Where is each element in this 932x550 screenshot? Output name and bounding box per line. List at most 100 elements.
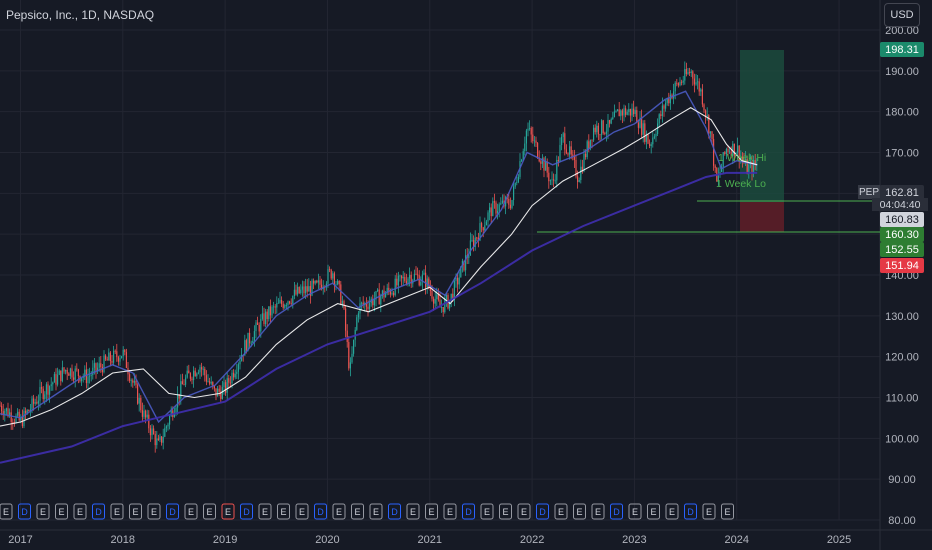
earnings-marker (425, 503, 438, 520)
candle-body (359, 303, 361, 314)
long-position-stop-zone[interactable] (740, 202, 784, 232)
candle-body (265, 311, 267, 324)
candle-body (661, 105, 663, 116)
candle-body (201, 367, 203, 370)
candle-body (65, 369, 67, 372)
candle-body (353, 339, 355, 354)
candle-body (386, 287, 388, 294)
candle-body (628, 108, 630, 112)
dividend-marker (684, 503, 697, 520)
candle-body (111, 360, 113, 363)
chart-title: Pepsico, Inc., 1D, NASDAQ (6, 8, 155, 22)
earnings-marker (295, 503, 309, 520)
candle-body (471, 240, 473, 241)
candle-body (657, 123, 659, 135)
candle-body (541, 158, 543, 164)
candle-body (234, 373, 236, 378)
candle-body (677, 83, 679, 86)
candle-body (599, 134, 601, 136)
candle-body (170, 410, 172, 417)
candle-body (109, 352, 111, 361)
candle-body (300, 289, 302, 294)
event-marker-label: E (632, 507, 638, 517)
candle-body (186, 370, 188, 378)
candle-body (212, 381, 214, 386)
candle-body (633, 108, 635, 114)
candle-body (95, 363, 97, 371)
candle-body (697, 81, 699, 83)
earnings-marker (110, 503, 124, 520)
earnings-marker (221, 503, 235, 520)
earnings-marker (55, 503, 68, 520)
candle-body (301, 286, 303, 290)
candle-body (15, 415, 17, 423)
y-tick-label: 190.00 (885, 66, 919, 78)
candle-body (500, 203, 502, 205)
candle-body (602, 120, 604, 134)
candle-body (273, 306, 275, 308)
candle-body (119, 358, 121, 362)
week-low-label: 1 Week Lo (716, 178, 767, 190)
candle-body (529, 128, 531, 130)
candle-body (285, 305, 287, 306)
candle-body (332, 273, 334, 279)
event-marker-label: E (558, 507, 564, 517)
candle-body (154, 434, 156, 446)
candle-body (173, 412, 175, 417)
candle-body (453, 280, 455, 301)
candle-body (631, 108, 633, 116)
candle-body (673, 91, 675, 99)
candle-body (196, 373, 198, 377)
candle-body (601, 120, 603, 135)
candle-body (535, 140, 537, 143)
candle-body (666, 98, 668, 103)
candle-body (385, 293, 387, 298)
candle-body (188, 370, 190, 374)
ema-200-line (0, 171, 758, 464)
candle-body (636, 110, 638, 124)
candle-body (68, 373, 70, 376)
event-marker-label: E (40, 507, 46, 517)
currency-button[interactable]: USD (884, 3, 920, 27)
candle-body (597, 125, 599, 135)
candle-body (725, 148, 727, 154)
y-tick-label: 120.00 (885, 352, 919, 364)
candle-body (90, 375, 92, 376)
candle-body (751, 161, 753, 174)
candle-body (527, 128, 529, 131)
event-marker-label: E (706, 507, 712, 517)
candle-body (639, 117, 641, 128)
candle-body (52, 382, 54, 385)
candle-body (517, 176, 519, 182)
candle-body (722, 152, 724, 167)
candle-body (269, 306, 271, 316)
candle-body (423, 272, 425, 275)
earnings-marker (517, 503, 531, 520)
long-position-target-zone[interactable] (740, 50, 784, 202)
candle-body (516, 181, 518, 183)
candle-body (231, 372, 233, 384)
earnings-marker (184, 503, 198, 520)
candle-body (20, 417, 22, 421)
candle-body (338, 280, 340, 285)
candle-body (484, 225, 486, 231)
candle-body (737, 145, 739, 153)
candle-body (426, 278, 428, 288)
candle-body (436, 294, 438, 300)
candle-body (402, 276, 404, 279)
candle-body (455, 277, 457, 281)
candle-body (84, 369, 86, 377)
candle-body (562, 133, 564, 137)
candle-body (295, 289, 297, 295)
candle-body (177, 394, 179, 408)
candle-body (298, 286, 300, 294)
candle-body (361, 302, 363, 304)
y-tick-label: 180.00 (885, 107, 919, 119)
candle-body (425, 272, 427, 288)
y-tick-label: 140.00 (885, 270, 919, 282)
candle-body (39, 387, 41, 401)
candle-body (476, 237, 478, 239)
candle-body (151, 428, 153, 436)
candle-body (138, 398, 140, 404)
